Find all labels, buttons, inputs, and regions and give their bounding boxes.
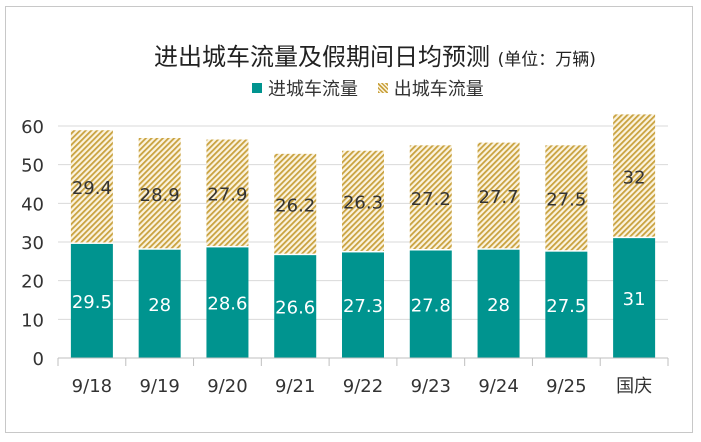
data-label-inbound: 29.5 [72,292,112,313]
y-tick-label: 10 [21,310,44,331]
legend-label-outbound: 出城车流量 [393,79,484,100]
legend-item-outbound: 出城车流量 [377,75,484,101]
data-label-inbound: 26.6 [275,298,315,319]
bar-inbound [342,252,384,358]
x-tick-label: 国庆 [616,376,652,397]
bar-outbound [206,139,249,246]
bar-outbound [70,130,113,243]
bar-outbound [342,150,384,251]
chart-title-unit: (单位：万辆) [497,50,596,70]
y-tick-label: 20 [21,272,44,293]
bar-outbound [274,153,317,254]
bar-inbound [409,250,452,358]
data-label-outbound: 29.4 [72,178,112,199]
x-tick-label: 9/19 [139,376,179,397]
data-label-outbound: 32 [623,167,646,188]
legend-label-inbound: 进城车流量 [268,79,358,100]
x-tick-label: 9/21 [275,376,315,397]
legend: 进城车流量 出城车流量 [252,75,498,101]
data-label-inbound: 27.3 [343,296,383,317]
legend-swatch-outbound [377,83,388,93]
x-tick-label: 9/25 [546,376,586,397]
x-tick-label: 9/23 [411,376,451,397]
bar-outbound [613,114,656,237]
data-label-outbound: 27.5 [546,190,586,211]
y-tick-label: 30 [21,233,44,254]
data-label-inbound: 27.8 [411,295,451,316]
data-label-inbound: 28.6 [207,294,247,315]
y-tick-label: 40 [21,194,44,215]
data-label-inbound: 31 [623,289,646,310]
legend-item-inbound: 进城车流量 [252,75,358,101]
bars: 29.5 29.4 28 28.9 28.6 27.9 26.6 26.2 27.3 26.3 27… [70,114,656,358]
bar-outbound [409,145,452,250]
x-tick-label: 9/18 [72,376,112,397]
data-label-outbound: 28.9 [140,185,180,206]
legend-swatch-inbound [252,83,262,93]
data-label-outbound: 27.2 [411,189,451,210]
x-axis: 9/18 9/19 9/20 9/21 9/22 9/23 9/24 9/25 国庆 [57,357,669,397]
data-label-inbound: 27.5 [546,296,586,317]
bar-outbound [138,137,181,249]
chart-title-text: 进出城车流量及假期间日均预测 [154,43,490,71]
bar-inbound [613,238,656,358]
y-tick-label: 60 [21,117,44,138]
data-label-outbound: 27.7 [479,187,519,208]
bar-inbound [545,251,588,358]
x-tick-label: 9/24 [478,376,518,397]
chart-title: 进出城车流量及假期间日均预测 (单位：万辆) [154,37,596,72]
y-tick-label: 50 [21,156,44,177]
bar-outbound [477,142,520,249]
bar-inbound [206,247,249,358]
data-label-outbound: 27.9 [207,184,247,205]
data-label-inbound: 28 [487,295,510,316]
bar-inbound [70,243,113,358]
bar-inbound [274,255,317,358]
x-tick-label: 9/22 [343,376,383,397]
bar-inbound [138,249,181,358]
x-tick-label: 9/20 [207,376,247,397]
bar-inbound [477,249,520,358]
data-label-inbound: 28 [148,295,171,316]
bar-outbound [545,145,588,251]
y-axis-ticks: 0 10 20 30 40 50 60 [21,117,44,370]
y-tick-label: 0 [33,349,44,370]
data-label-outbound: 26.3 [343,193,383,214]
data-label-outbound: 26.2 [275,195,315,216]
